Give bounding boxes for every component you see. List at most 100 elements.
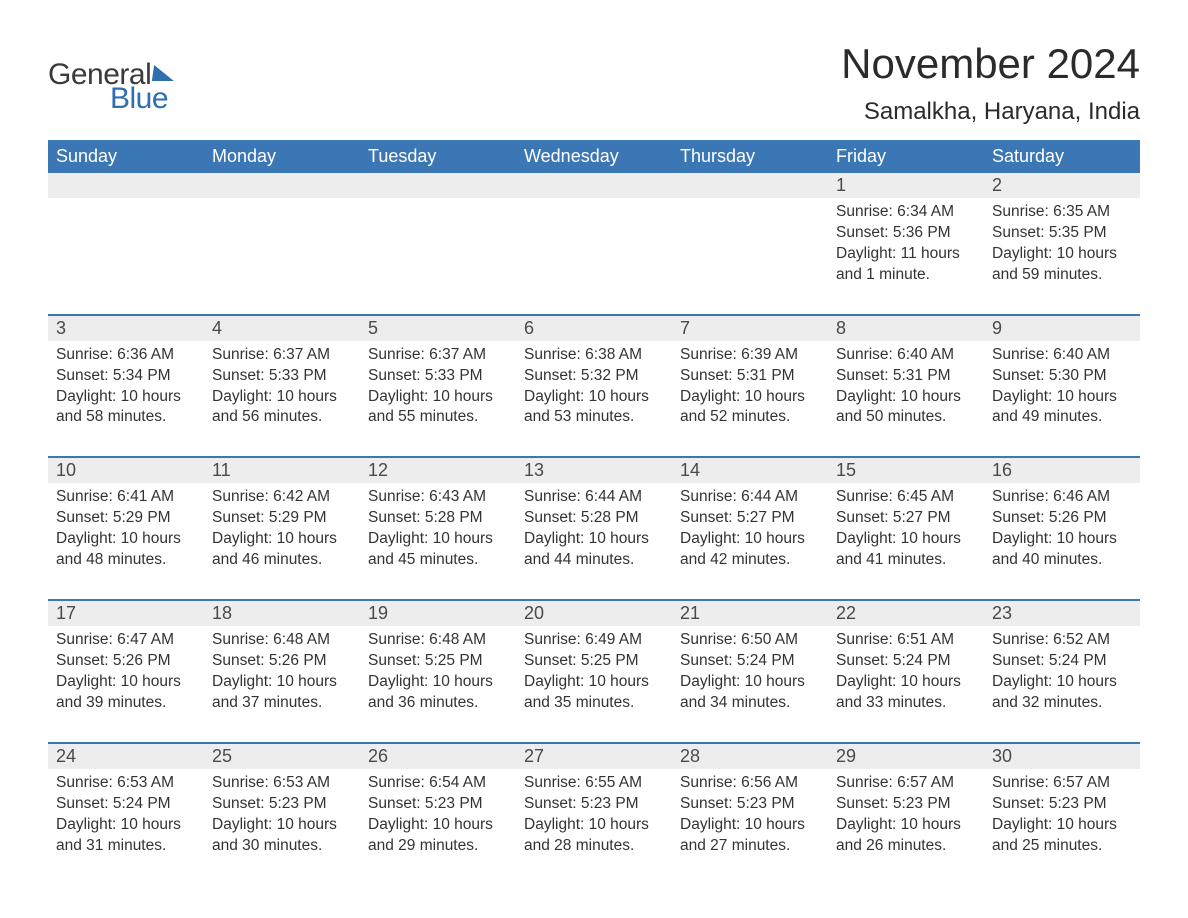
day-detail-cell: Sunrise: 6:34 AMSunset: 5:36 PMDaylight:…	[828, 198, 984, 315]
day-detail-row: Sunrise: 6:34 AMSunset: 5:36 PMDaylight:…	[48, 198, 1140, 315]
day-detail-cell: Sunrise: 6:56 AMSunset: 5:23 PMDaylight:…	[672, 769, 828, 885]
sunrise-text: Sunrise: 6:57 AM	[992, 773, 1132, 794]
day-detail-cell: Sunrise: 6:48 AMSunset: 5:26 PMDaylight:…	[204, 626, 360, 743]
sunset-text: Sunset: 5:28 PM	[524, 508, 664, 529]
sunset-text: Sunset: 5:31 PM	[680, 366, 820, 387]
day-detail-row: Sunrise: 6:41 AMSunset: 5:29 PMDaylight:…	[48, 483, 1140, 600]
daylight-text-line2: and 44 minutes.	[524, 550, 664, 571]
day-detail-cell: Sunrise: 6:41 AMSunset: 5:29 PMDaylight:…	[48, 483, 204, 600]
day-number-cell: 16	[984, 458, 1140, 483]
sunset-text: Sunset: 5:31 PM	[836, 366, 976, 387]
daylight-text-line1: Daylight: 10 hours	[212, 529, 352, 550]
day-detail-cell: Sunrise: 6:55 AMSunset: 5:23 PMDaylight:…	[516, 769, 672, 885]
sunset-text: Sunset: 5:24 PM	[992, 651, 1132, 672]
daylight-text-line2: and 56 minutes.	[212, 407, 352, 428]
sunrise-text: Sunrise: 6:34 AM	[836, 202, 976, 223]
sunrise-text: Sunrise: 6:53 AM	[212, 773, 352, 794]
day-number-cell: 26	[360, 744, 516, 769]
daylight-text-line2: and 49 minutes.	[992, 407, 1132, 428]
day-number-cell: 27	[516, 744, 672, 769]
day-number-cell: 14	[672, 458, 828, 483]
daylight-text-line1: Daylight: 10 hours	[368, 387, 508, 408]
sunset-text: Sunset: 5:29 PM	[56, 508, 196, 529]
daylight-text-line1: Daylight: 10 hours	[992, 244, 1132, 265]
sunset-text: Sunset: 5:23 PM	[368, 794, 508, 815]
page-header: General Blue November 2024 Samalkha, Har…	[48, 40, 1140, 126]
day-number-row: 10111213141516	[48, 458, 1140, 483]
daylight-text-line2: and 29 minutes.	[368, 836, 508, 857]
weekday-header: Sunday	[48, 140, 204, 173]
day-detail-cell	[204, 198, 360, 315]
day-detail-cell: Sunrise: 6:40 AMSunset: 5:30 PMDaylight:…	[984, 341, 1140, 458]
sunset-text: Sunset: 5:27 PM	[836, 508, 976, 529]
day-number-cell	[516, 173, 672, 198]
daylight-text-line1: Daylight: 10 hours	[836, 529, 976, 550]
sunrise-text: Sunrise: 6:48 AM	[212, 630, 352, 651]
sunrise-text: Sunrise: 6:40 AM	[836, 345, 976, 366]
day-number-cell: 8	[828, 316, 984, 341]
sunset-text: Sunset: 5:28 PM	[368, 508, 508, 529]
daylight-text-line1: Daylight: 10 hours	[524, 672, 664, 693]
sunrise-text: Sunrise: 6:48 AM	[368, 630, 508, 651]
sunrise-text: Sunrise: 6:35 AM	[992, 202, 1132, 223]
day-number-cell: 23	[984, 601, 1140, 626]
daylight-text-line1: Daylight: 10 hours	[524, 529, 664, 550]
day-detail-row: Sunrise: 6:53 AMSunset: 5:24 PMDaylight:…	[48, 769, 1140, 885]
day-number-cell: 19	[360, 601, 516, 626]
day-number-cell: 17	[48, 601, 204, 626]
sunrise-text: Sunrise: 6:47 AM	[56, 630, 196, 651]
day-number-row: 24252627282930	[48, 744, 1140, 769]
daylight-text-line2: and 35 minutes.	[524, 693, 664, 714]
day-detail-cell: Sunrise: 6:49 AMSunset: 5:25 PMDaylight:…	[516, 626, 672, 743]
sunrise-text: Sunrise: 6:40 AM	[992, 345, 1132, 366]
sunrise-text: Sunrise: 6:38 AM	[524, 345, 664, 366]
day-detail-cell: Sunrise: 6:44 AMSunset: 5:27 PMDaylight:…	[672, 483, 828, 600]
sunrise-text: Sunrise: 6:52 AM	[992, 630, 1132, 651]
day-number-cell: 6	[516, 316, 672, 341]
day-detail-cell: Sunrise: 6:51 AMSunset: 5:24 PMDaylight:…	[828, 626, 984, 743]
day-detail-cell: Sunrise: 6:37 AMSunset: 5:33 PMDaylight:…	[360, 341, 516, 458]
day-number-cell: 10	[48, 458, 204, 483]
sunrise-text: Sunrise: 6:45 AM	[836, 487, 976, 508]
day-detail-cell: Sunrise: 6:38 AMSunset: 5:32 PMDaylight:…	[516, 341, 672, 458]
weekday-header: Monday	[204, 140, 360, 173]
sunset-text: Sunset: 5:23 PM	[836, 794, 976, 815]
daylight-text-line1: Daylight: 10 hours	[836, 815, 976, 836]
daylight-text-line1: Daylight: 10 hours	[368, 815, 508, 836]
daylight-text-line1: Daylight: 10 hours	[836, 672, 976, 693]
sunrise-text: Sunrise: 6:53 AM	[56, 773, 196, 794]
sunset-text: Sunset: 5:33 PM	[212, 366, 352, 387]
sunset-text: Sunset: 5:23 PM	[212, 794, 352, 815]
day-number-cell: 12	[360, 458, 516, 483]
day-number-cell: 15	[828, 458, 984, 483]
daylight-text-line1: Daylight: 10 hours	[680, 815, 820, 836]
day-number-cell: 5	[360, 316, 516, 341]
daylight-text-line1: Daylight: 10 hours	[680, 529, 820, 550]
daylight-text-line2: and 52 minutes.	[680, 407, 820, 428]
day-detail-cell: Sunrise: 6:50 AMSunset: 5:24 PMDaylight:…	[672, 626, 828, 743]
weekday-header: Saturday	[984, 140, 1140, 173]
sunrise-text: Sunrise: 6:51 AM	[836, 630, 976, 651]
sunrise-text: Sunrise: 6:36 AM	[56, 345, 196, 366]
daylight-text-line2: and 37 minutes.	[212, 693, 352, 714]
daylight-text-line2: and 59 minutes.	[992, 265, 1132, 286]
location-subtitle: Samalkha, Haryana, India	[841, 98, 1140, 126]
daylight-text-line2: and 28 minutes.	[524, 836, 664, 857]
sunset-text: Sunset: 5:35 PM	[992, 223, 1132, 244]
calendar-body: 12 Sunrise: 6:34 AMSunset: 5:36 PMDayligh…	[48, 173, 1140, 884]
daylight-text-line1: Daylight: 10 hours	[368, 529, 508, 550]
sunset-text: Sunset: 5:23 PM	[680, 794, 820, 815]
daylight-text-line2: and 36 minutes.	[368, 693, 508, 714]
day-detail-cell: Sunrise: 6:48 AMSunset: 5:25 PMDaylight:…	[360, 626, 516, 743]
day-number-cell: 13	[516, 458, 672, 483]
day-number-cell: 18	[204, 601, 360, 626]
daylight-text-line2: and 26 minutes.	[836, 836, 976, 857]
title-block: November 2024 Samalkha, Haryana, India	[841, 40, 1140, 126]
day-number-cell: 22	[828, 601, 984, 626]
daylight-text-line1: Daylight: 10 hours	[680, 387, 820, 408]
day-number-row: 3456789	[48, 316, 1140, 341]
sunrise-text: Sunrise: 6:43 AM	[368, 487, 508, 508]
day-number-cell	[204, 173, 360, 198]
day-number-cell: 4	[204, 316, 360, 341]
daylight-text-line1: Daylight: 10 hours	[992, 815, 1132, 836]
